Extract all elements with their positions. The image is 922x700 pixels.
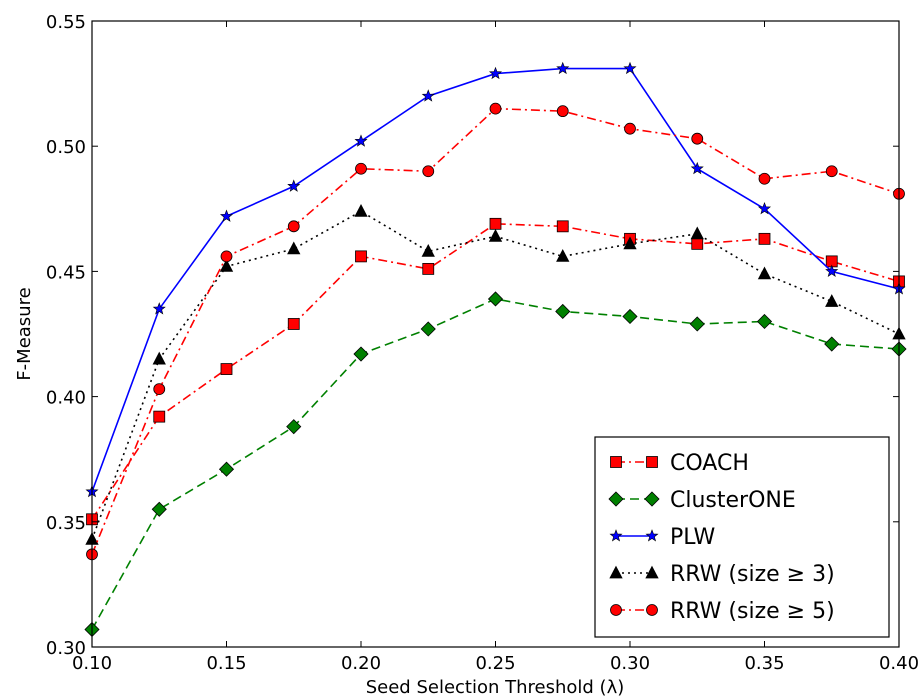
data-point <box>690 226 704 240</box>
data-point <box>623 61 637 75</box>
legend-marker <box>610 604 622 616</box>
legend-marker <box>646 604 658 616</box>
legend-item: RRW (size ≥ 3) <box>609 562 835 587</box>
legend-marker <box>608 491 624 507</box>
x-tick-label: 0.15 <box>206 653 246 674</box>
legend-marker <box>609 529 623 542</box>
data-point <box>355 162 367 175</box>
legend-item: RRW (size ≥ 5) <box>610 599 835 624</box>
data-point <box>757 266 772 280</box>
data-point <box>422 262 435 275</box>
data-point <box>623 236 637 250</box>
legend-label: ClusterONE <box>670 488 796 513</box>
data-point <box>287 179 301 192</box>
data-point <box>622 308 638 325</box>
legend-item: ClusterONE <box>608 488 796 513</box>
data-point <box>421 89 435 102</box>
data-point <box>624 122 636 135</box>
data-point <box>556 61 570 75</box>
data-point <box>556 249 570 262</box>
data-point <box>287 318 300 330</box>
y-tick-label: 0.30 <box>46 638 86 659</box>
data-point <box>488 66 503 80</box>
legend: COACH ClusterONE PLW RRW (size ≥ 3) RRW (siz… <box>594 436 890 638</box>
data-point <box>354 203 368 217</box>
legend-marker <box>609 565 623 579</box>
data-point <box>824 336 840 352</box>
y-tick-label: 0.50 <box>46 137 86 158</box>
y-axis-title: F-Measure <box>14 287 35 380</box>
legend-marker <box>644 491 660 507</box>
data-point <box>153 383 166 395</box>
legend-marker <box>645 565 659 579</box>
data-point <box>218 461 235 477</box>
data-point <box>353 346 369 362</box>
data-point <box>286 419 302 435</box>
legend-box <box>594 436 890 638</box>
data-point <box>489 102 502 115</box>
x-tick-label: 0.30 <box>610 653 650 674</box>
data-point <box>825 165 838 178</box>
legend-item: COACH <box>610 451 749 476</box>
series-2 <box>85 61 906 498</box>
x-tick-label: 0.20 <box>341 653 381 674</box>
data-point <box>758 232 771 245</box>
data-point <box>287 220 300 233</box>
data-point <box>422 165 435 178</box>
data-point <box>152 302 166 315</box>
legend-marker <box>645 529 659 542</box>
x-axis-title: Seed Selection Threshold (λ) <box>366 677 625 698</box>
data-point <box>287 241 301 255</box>
data-point <box>219 259 234 272</box>
legend-label: COACH <box>670 451 749 476</box>
data-point <box>220 363 233 375</box>
data-point <box>488 228 503 242</box>
data-point <box>757 201 772 215</box>
data-point <box>691 132 704 145</box>
data-point <box>758 172 771 185</box>
data-point <box>556 105 569 118</box>
data-point <box>555 303 571 320</box>
data-point <box>151 501 167 517</box>
data-point <box>355 250 367 263</box>
data-point <box>420 321 436 337</box>
legend-label: RRW (size ≥ 5) <box>670 599 835 624</box>
series-3 <box>85 203 906 545</box>
x-tick-label: 0.35 <box>744 653 784 674</box>
data-point <box>689 316 705 332</box>
legend-marker <box>646 456 658 468</box>
data-point <box>153 410 166 423</box>
data-point <box>691 237 704 250</box>
y-tick-label: 0.40 <box>46 388 86 409</box>
y-tick-label: 0.35 <box>46 513 86 534</box>
legend-item: PLW <box>609 525 716 550</box>
data-point <box>489 217 502 230</box>
data-point <box>556 220 569 233</box>
x-tick-label: 0.40 <box>879 653 919 674</box>
x-tick-label: 0.25 <box>475 653 515 674</box>
legend-label: PLW <box>670 525 716 550</box>
series-4 <box>86 102 905 561</box>
data-point <box>219 209 234 222</box>
y-tick-label: 0.45 <box>46 262 86 283</box>
legend-marker <box>610 456 622 468</box>
data-point <box>690 161 704 175</box>
axis-layer: 0.10 0.15 0.20 0.25 0.30 0.35 0.40 0.30 0.35 0.40… <box>46 12 919 674</box>
data-point <box>421 244 435 257</box>
data-point <box>825 264 839 277</box>
x-tick-label: 0.10 <box>72 653 112 674</box>
data-point <box>756 313 773 330</box>
data-point <box>487 291 504 307</box>
data-point <box>152 351 166 365</box>
y-tick-label: 0.55 <box>46 12 86 33</box>
data-point <box>825 294 839 307</box>
data-point <box>220 250 233 263</box>
data-point <box>354 134 368 147</box>
legend-label: RRW (size ≥ 3) <box>670 562 835 587</box>
